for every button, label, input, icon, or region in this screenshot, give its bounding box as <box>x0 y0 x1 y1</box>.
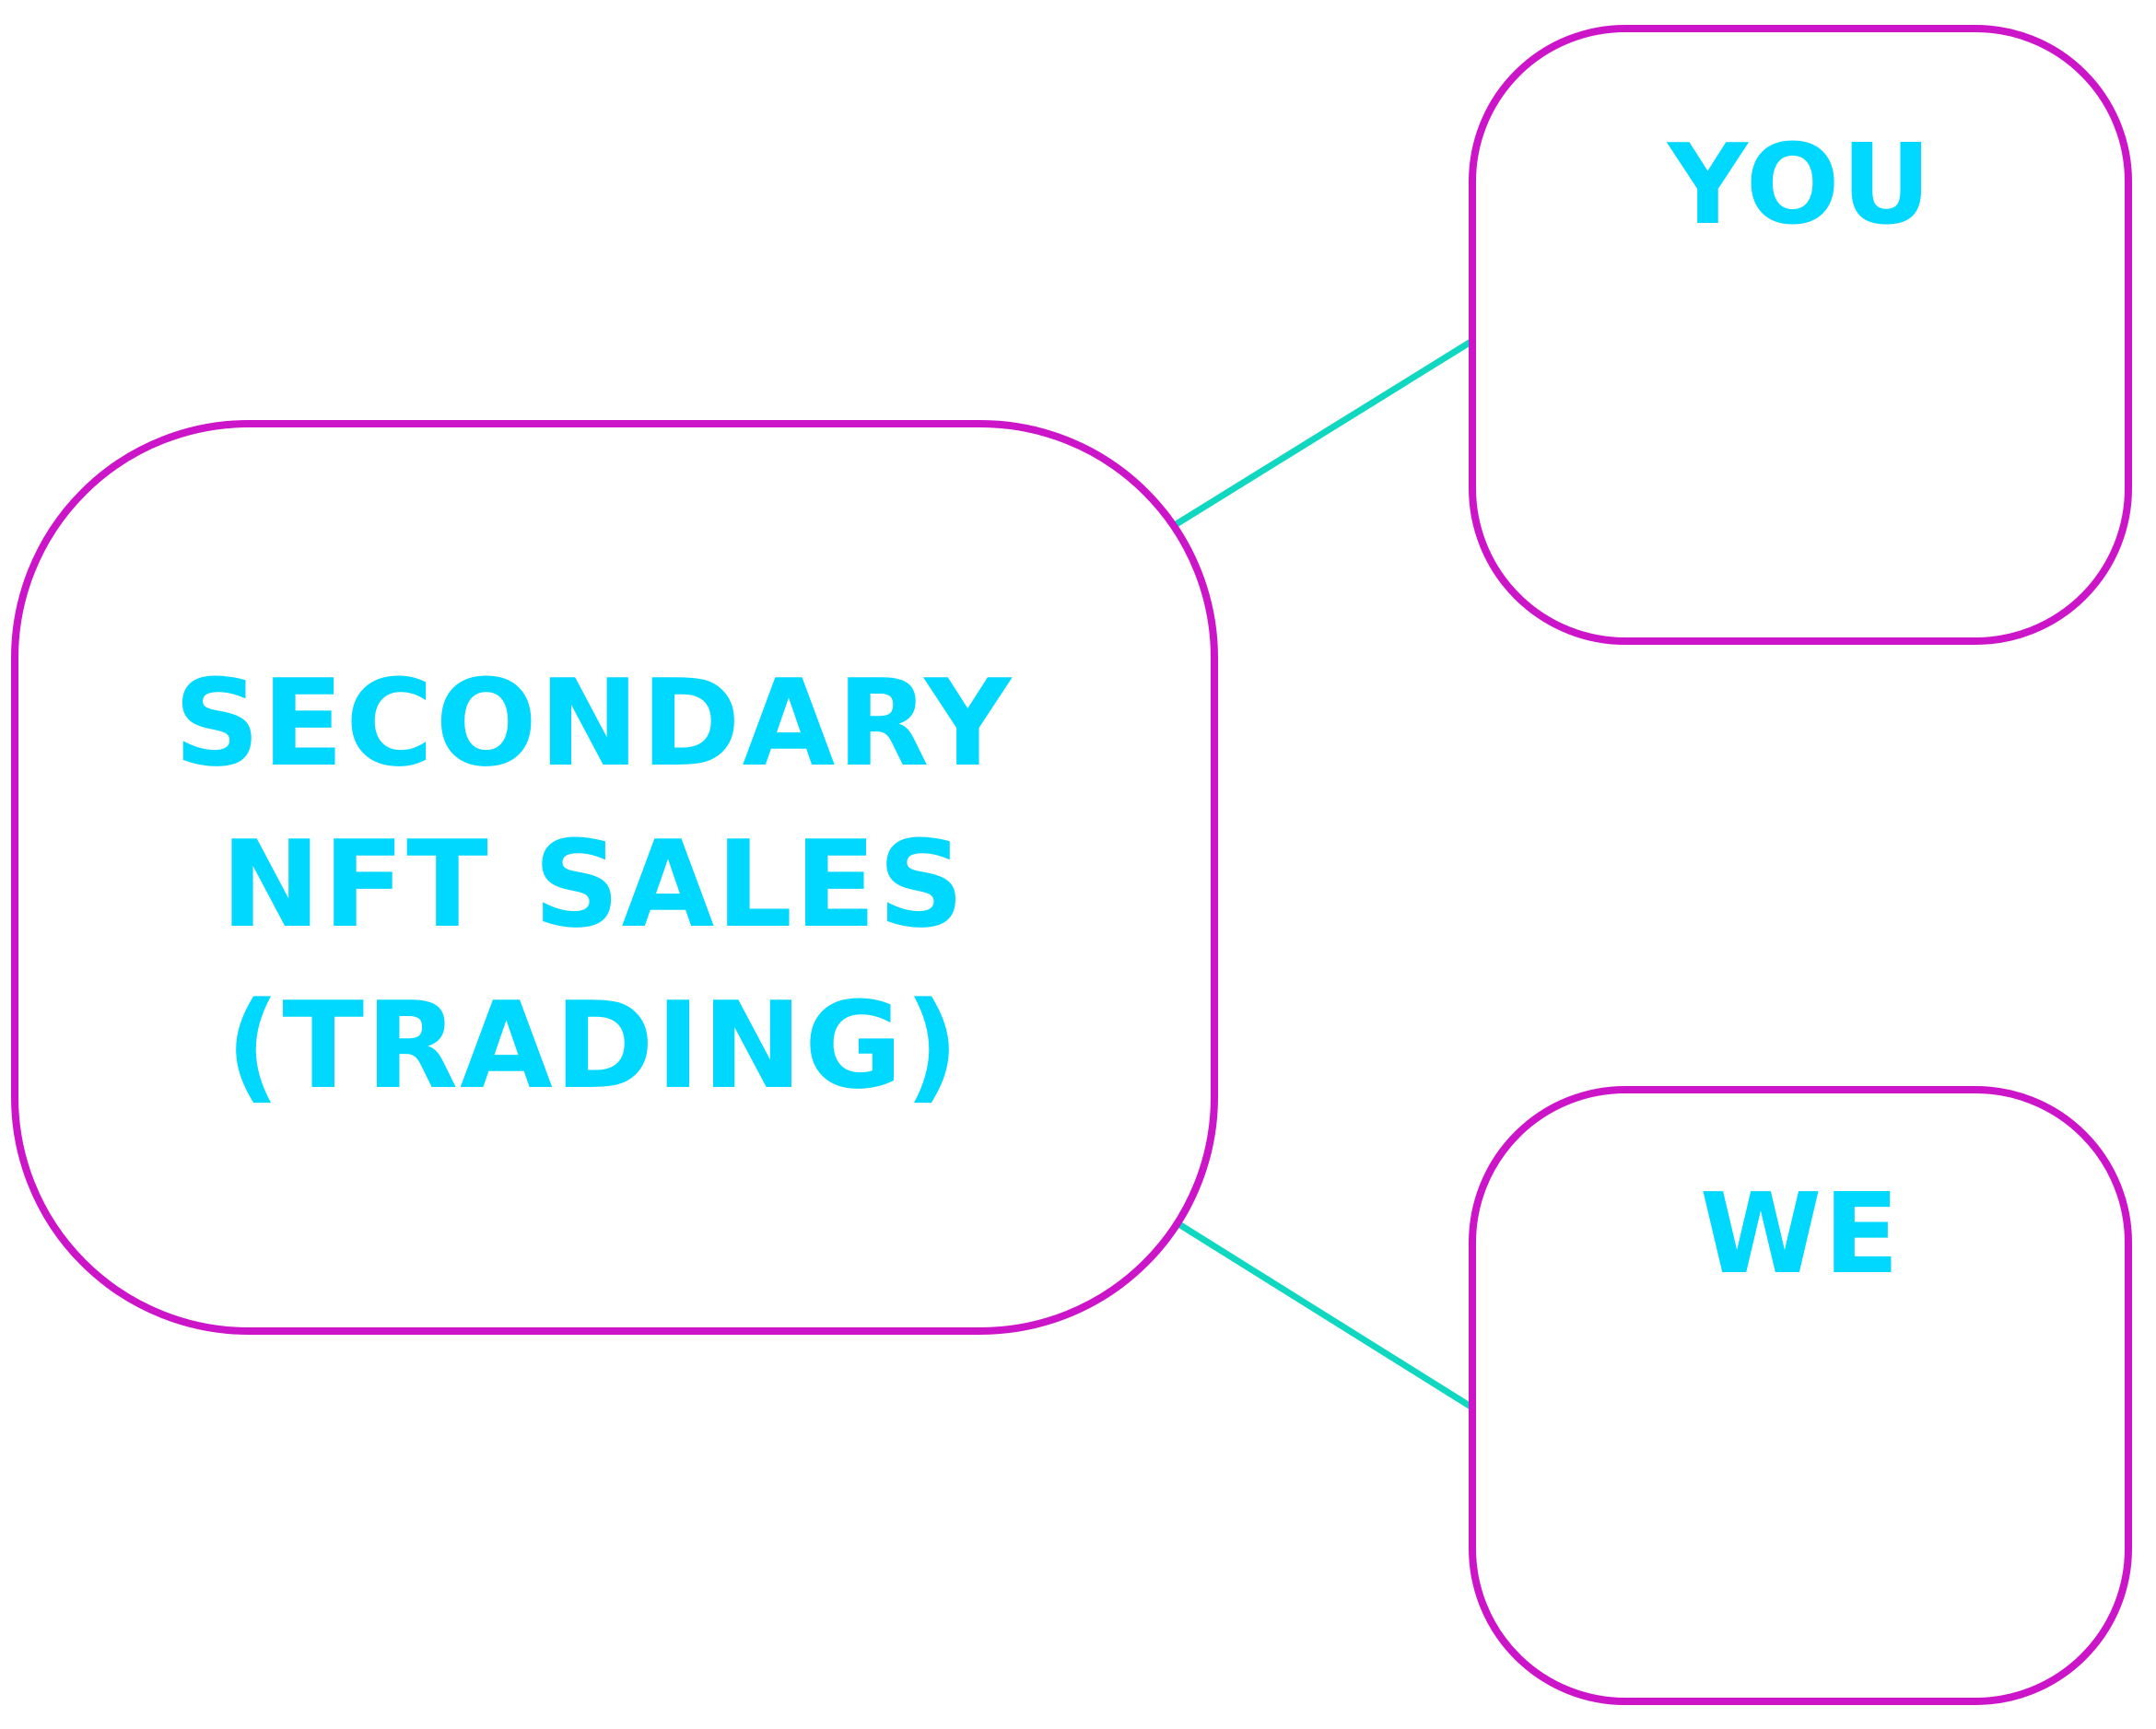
connector-main-to-you <box>1173 338 1474 528</box>
node-secondary-nft-sales-line-1: SECONDARY <box>174 653 1014 793</box>
node-we: WE <box>1469 1086 2132 1705</box>
node-secondary-nft-sales-box <box>11 420 1218 1335</box>
connector-main-to-we <box>1176 1221 1474 1410</box>
node-you-box <box>1469 25 2132 645</box>
node-we-label: WE <box>1700 1171 1901 1299</box>
node-you-label: YOU <box>1666 122 1933 250</box>
node-we-box <box>1469 1086 2132 1705</box>
node-secondary-nft-sales-line-3: (TRADING) <box>226 975 961 1116</box>
node-you: YOU <box>1469 25 2132 645</box>
node-secondary-nft-sales: SECONDARY NFT SALES (TRADING) <box>11 420 1218 1335</box>
node-secondary-nft-sales-line-2: NFT SALES <box>220 814 966 954</box>
